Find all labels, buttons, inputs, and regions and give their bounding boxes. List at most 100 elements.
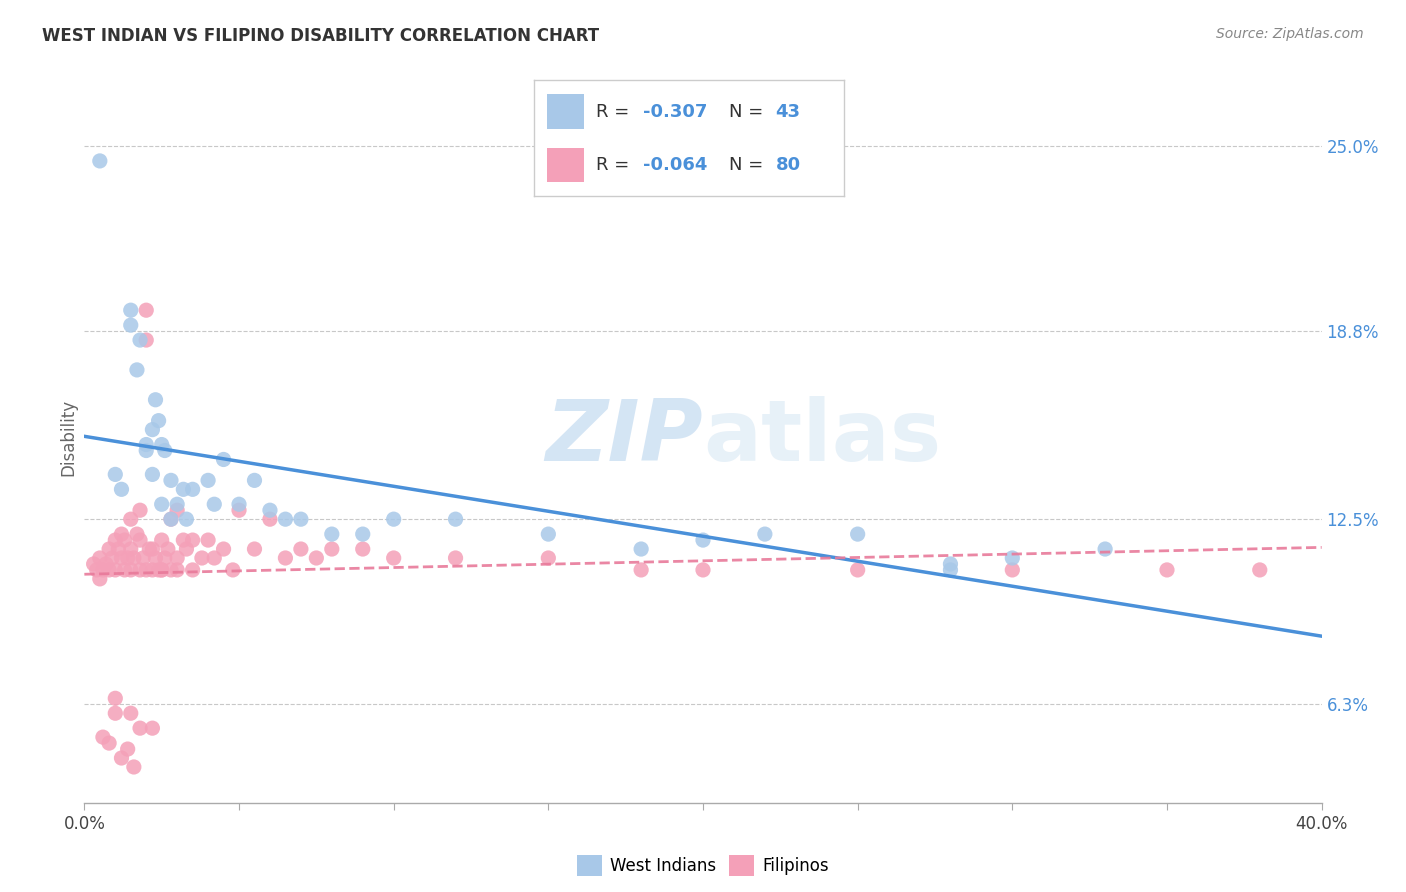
Point bbox=[98, 563, 121, 577]
Point bbox=[145, 551, 167, 566]
Point bbox=[122, 760, 145, 774]
Point bbox=[274, 512, 297, 526]
Point bbox=[352, 542, 374, 557]
Text: Source: ZipAtlas.com: Source: ZipAtlas.com bbox=[1216, 27, 1364, 41]
Point bbox=[191, 551, 214, 566]
Point bbox=[135, 303, 157, 318]
Point bbox=[160, 512, 183, 526]
Point bbox=[104, 706, 127, 721]
Text: R =: R = bbox=[596, 103, 636, 120]
Point bbox=[129, 503, 152, 517]
Point bbox=[197, 474, 219, 488]
Point bbox=[305, 551, 328, 566]
Point bbox=[160, 474, 183, 488]
Point bbox=[212, 542, 235, 557]
Point bbox=[89, 153, 111, 168]
Point bbox=[110, 751, 132, 765]
Point bbox=[107, 542, 129, 557]
Point bbox=[939, 557, 962, 571]
Point bbox=[352, 527, 374, 541]
Point bbox=[537, 551, 560, 566]
Text: -0.064: -0.064 bbox=[643, 156, 707, 174]
Point bbox=[692, 533, 714, 547]
Point bbox=[89, 572, 111, 586]
Point bbox=[176, 542, 198, 557]
Point bbox=[382, 512, 405, 526]
Point bbox=[202, 497, 225, 511]
Point bbox=[141, 423, 163, 437]
Point bbox=[125, 527, 148, 541]
Point bbox=[166, 503, 188, 517]
Point bbox=[148, 563, 170, 577]
Point bbox=[846, 563, 869, 577]
Point bbox=[89, 551, 111, 566]
Bar bbox=[547, 95, 583, 129]
Point bbox=[91, 563, 114, 577]
Point bbox=[1156, 563, 1178, 577]
Point bbox=[132, 551, 155, 566]
Point bbox=[243, 474, 266, 488]
Point bbox=[110, 551, 132, 566]
Point bbox=[537, 527, 560, 541]
Point bbox=[172, 483, 194, 497]
Point bbox=[259, 512, 281, 526]
Point bbox=[259, 503, 281, 517]
Point bbox=[141, 542, 163, 557]
Point bbox=[274, 551, 297, 566]
Point bbox=[141, 467, 163, 482]
Point bbox=[98, 542, 121, 557]
Point bbox=[150, 437, 173, 451]
Point bbox=[94, 557, 117, 571]
Point bbox=[83, 557, 105, 571]
Point bbox=[91, 730, 114, 744]
Point bbox=[150, 563, 173, 577]
Point bbox=[1001, 551, 1024, 566]
Point bbox=[176, 512, 198, 526]
Text: 43: 43 bbox=[776, 103, 800, 120]
Bar bbox=[547, 147, 583, 182]
Point bbox=[125, 363, 148, 377]
Point bbox=[104, 467, 127, 482]
Point bbox=[117, 551, 139, 566]
Point bbox=[114, 563, 136, 577]
Point bbox=[120, 512, 142, 526]
Point bbox=[110, 527, 132, 541]
Text: -0.307: -0.307 bbox=[643, 103, 707, 120]
Point bbox=[135, 563, 157, 577]
Point bbox=[104, 533, 127, 547]
Text: atlas: atlas bbox=[703, 395, 941, 479]
Point bbox=[150, 533, 173, 547]
Point bbox=[222, 563, 245, 577]
Point bbox=[141, 721, 163, 735]
Point bbox=[129, 721, 152, 735]
Point bbox=[290, 542, 312, 557]
Text: 80: 80 bbox=[776, 156, 800, 174]
Point bbox=[197, 533, 219, 547]
Point bbox=[86, 563, 108, 577]
Point bbox=[321, 542, 343, 557]
Point bbox=[120, 542, 142, 557]
Point bbox=[141, 563, 163, 577]
Point bbox=[104, 691, 127, 706]
Text: R =: R = bbox=[596, 156, 636, 174]
Point bbox=[145, 392, 167, 407]
Point bbox=[202, 551, 225, 566]
Point bbox=[120, 706, 142, 721]
Text: N =: N = bbox=[730, 103, 769, 120]
Point bbox=[181, 533, 204, 547]
Point bbox=[212, 452, 235, 467]
Point bbox=[120, 303, 142, 318]
Point bbox=[166, 551, 188, 566]
Point bbox=[122, 551, 145, 566]
Point bbox=[692, 563, 714, 577]
Point bbox=[129, 333, 152, 347]
Point bbox=[110, 483, 132, 497]
Point bbox=[135, 437, 157, 451]
Point bbox=[129, 563, 152, 577]
Y-axis label: Disability: Disability bbox=[59, 399, 77, 475]
Point bbox=[444, 512, 467, 526]
Text: N =: N = bbox=[730, 156, 769, 174]
Point bbox=[117, 742, 139, 756]
Text: ZIP: ZIP bbox=[546, 395, 703, 479]
Point bbox=[104, 563, 127, 577]
